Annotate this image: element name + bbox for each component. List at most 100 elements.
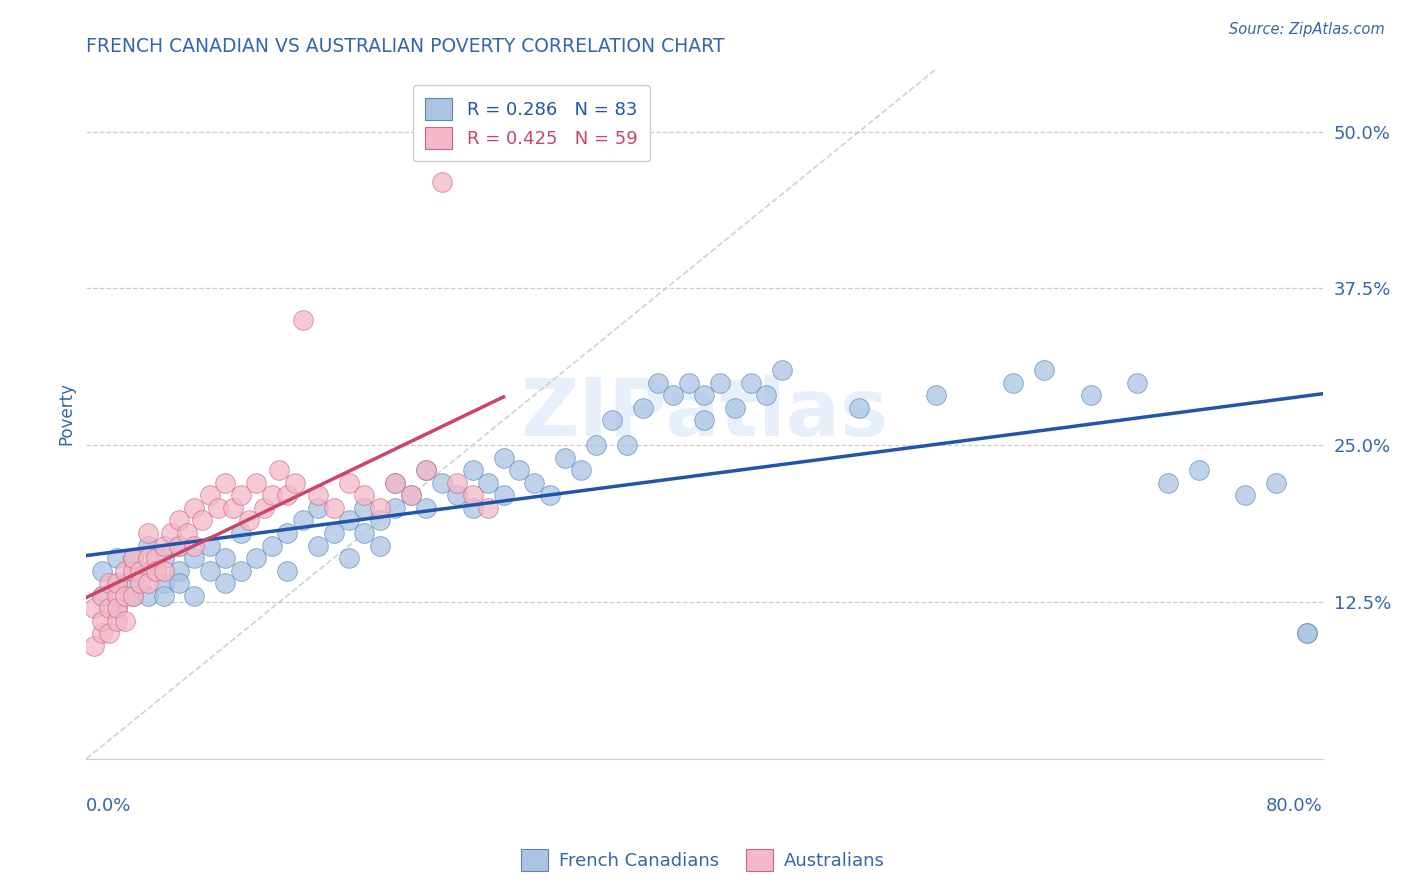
Point [523, 475, 546, 490]
Point [183, 539, 205, 553]
Point [446, 475, 468, 490]
Point [105, 601, 128, 615]
Point [129, 564, 152, 578]
Point [1002, 376, 1025, 390]
Point [477, 475, 499, 490]
Point [1296, 626, 1319, 640]
Text: FRENCH CANADIAN VS AUSTRALIAN POVERTY CORRELATION CHART: FRENCH CANADIAN VS AUSTRALIAN POVERTY CO… [86, 37, 724, 56]
Point [307, 539, 329, 553]
Point [98, 626, 121, 640]
Point [770, 363, 793, 377]
Point [492, 488, 515, 502]
Point [152, 564, 174, 578]
Point [183, 500, 205, 515]
Point [198, 488, 221, 502]
Point [430, 475, 453, 490]
Point [229, 564, 252, 578]
Point [307, 500, 329, 515]
Point [121, 564, 143, 578]
Point [167, 539, 190, 553]
Point [1033, 363, 1056, 377]
Point [585, 438, 607, 452]
Point [176, 526, 198, 541]
Point [121, 551, 143, 566]
Point [554, 450, 576, 465]
Point [83, 601, 105, 615]
Point [1234, 488, 1257, 502]
Point [693, 413, 716, 427]
Point [136, 539, 159, 553]
Point [415, 463, 437, 477]
Point [105, 589, 128, 603]
Point [322, 500, 344, 515]
Point [245, 475, 267, 490]
Point [229, 526, 252, 541]
Point [152, 576, 174, 591]
Point [152, 589, 174, 603]
Y-axis label: Poverty: Poverty [58, 383, 75, 445]
Point [538, 488, 561, 502]
Point [114, 564, 136, 578]
Point [198, 564, 221, 578]
Point [276, 526, 298, 541]
Point [384, 475, 406, 490]
Point [160, 526, 183, 541]
Point [129, 576, 152, 591]
Point [368, 514, 391, 528]
Point [90, 564, 112, 578]
Point [1080, 388, 1102, 402]
Point [384, 475, 406, 490]
Point [307, 488, 329, 502]
Point [121, 589, 143, 603]
Point [167, 539, 190, 553]
Point [222, 500, 245, 515]
Point [183, 551, 205, 566]
Point [214, 551, 236, 566]
Point [260, 488, 283, 502]
Point [709, 376, 731, 390]
Point [121, 576, 143, 591]
Point [616, 438, 638, 452]
Point [284, 475, 307, 490]
Point [136, 589, 159, 603]
Point [461, 500, 484, 515]
Point [337, 514, 360, 528]
Point [1265, 475, 1288, 490]
Point [569, 463, 592, 477]
Point [461, 488, 484, 502]
Point [83, 639, 105, 653]
Point [253, 500, 276, 515]
Point [145, 564, 167, 578]
Point [647, 376, 669, 390]
Point [198, 539, 221, 553]
Point [724, 401, 747, 415]
Point [322, 526, 344, 541]
Point [415, 463, 437, 477]
Point [678, 376, 700, 390]
Point [105, 576, 128, 591]
Point [114, 589, 136, 603]
Point [276, 488, 298, 502]
Point [353, 526, 375, 541]
Legend: French Canadians, Australians: French Canadians, Australians [513, 842, 893, 879]
Point [415, 500, 437, 515]
Point [1296, 626, 1319, 640]
Text: 80.0%: 80.0% [1265, 797, 1323, 814]
Point [693, 388, 716, 402]
Point [925, 388, 948, 402]
Point [245, 551, 267, 566]
Point [114, 614, 136, 628]
Point [492, 450, 515, 465]
Point [238, 514, 260, 528]
Legend: R = 0.286   N = 83, R = 0.425   N = 59: R = 0.286 N = 83, R = 0.425 N = 59 [412, 85, 650, 161]
Point [98, 601, 121, 615]
Point [384, 500, 406, 515]
Text: 0.0%: 0.0% [86, 797, 132, 814]
Point [600, 413, 623, 427]
Text: ZIPatlas: ZIPatlas [520, 375, 889, 453]
Point [430, 175, 453, 189]
Point [167, 576, 190, 591]
Point [229, 488, 252, 502]
Point [152, 539, 174, 553]
Point [260, 539, 283, 553]
